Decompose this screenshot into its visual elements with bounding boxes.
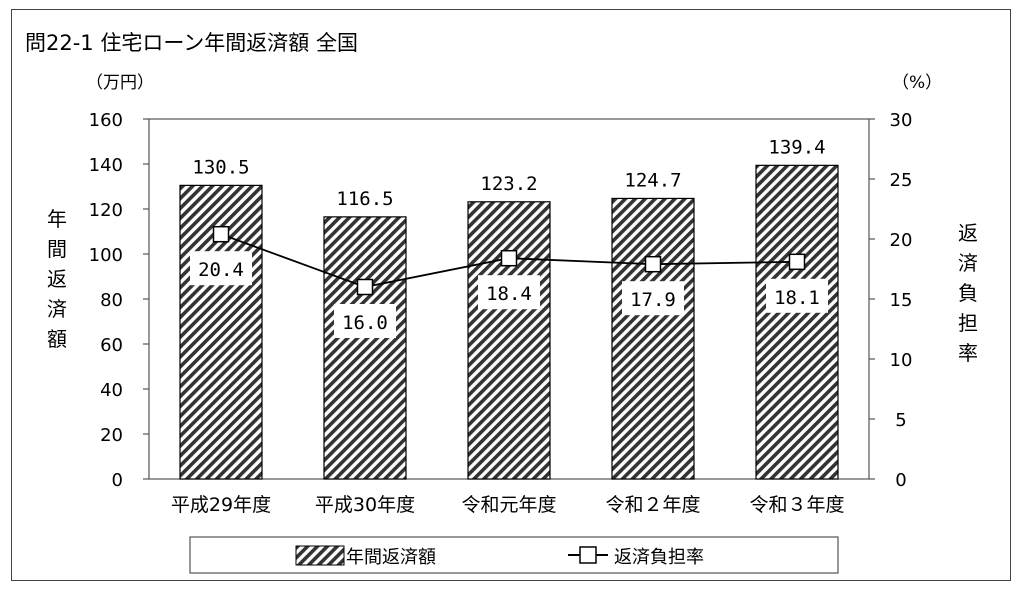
line-value-label: 18.1 bbox=[774, 287, 820, 309]
line-value-label: 18.4 bbox=[486, 283, 532, 305]
bar-value-labels: 130.5 116.5 123.2 124.7 139.4 bbox=[192, 136, 825, 210]
y2-axis-title-char: 済 bbox=[958, 251, 978, 275]
bar-value-label: 116.5 bbox=[336, 188, 393, 210]
y-axis-title-char: 済 bbox=[47, 297, 67, 321]
x-tick-label: 令和元年度 bbox=[461, 494, 556, 516]
y-tick-label: 0 bbox=[112, 470, 123, 491]
line-label-box bbox=[334, 304, 396, 338]
legend-bar-label: 年間返済額 bbox=[346, 547, 436, 568]
bar-value-label: 139.4 bbox=[768, 136, 825, 158]
bar bbox=[323, 216, 407, 480]
line-marker bbox=[644, 255, 662, 273]
x-axis-labels: 平成29年度 平成30年度 令和元年度 令和２年度 令和３年度 bbox=[171, 494, 845, 516]
bar-value-label: 124.7 bbox=[624, 169, 681, 191]
y2-axis-title-char: 担 bbox=[958, 311, 978, 335]
legend-box bbox=[189, 536, 839, 574]
legend-line-marker bbox=[579, 546, 597, 564]
line-label-box bbox=[478, 275, 540, 310]
line-marker bbox=[212, 225, 230, 243]
y-axis-title-char: 返 bbox=[47, 267, 67, 291]
y2-axis-ticks: 0 5 10 15 20 25 30 bbox=[869, 110, 912, 491]
y2-tick-label: 30 bbox=[890, 110, 913, 131]
bar bbox=[611, 197, 695, 480]
y-axis-title-char: 額 bbox=[47, 327, 67, 351]
bar-value-label: 130.5 bbox=[192, 156, 249, 178]
x-tick-label: 平成30年度 bbox=[315, 494, 415, 516]
y-axis-title-char: 年 bbox=[47, 207, 67, 231]
line-label-box bbox=[190, 251, 252, 286]
legend-line-label: 返済負担率 bbox=[614, 547, 704, 568]
y-tick-label: 160 bbox=[89, 110, 123, 131]
line-value-label: 17.9 bbox=[630, 289, 676, 311]
line-value-label: 20.4 bbox=[198, 259, 244, 281]
y-tick-label: 120 bbox=[89, 200, 123, 221]
y-tick-label: 80 bbox=[100, 290, 123, 311]
line-series: 20.4 16.0 18.4 17.9 18.1 bbox=[190, 225, 828, 338]
y2-tick-label: 15 bbox=[890, 290, 913, 311]
y2-tick-label: 5 bbox=[895, 410, 906, 431]
line-label-box bbox=[622, 281, 684, 316]
y-axis-title-char: 間 bbox=[47, 237, 67, 261]
bar bbox=[467, 201, 551, 480]
chart-title: 問22-1 住宅ローン年間返済額 全国 bbox=[25, 31, 358, 55]
y2-tick-label: 10 bbox=[890, 350, 913, 371]
line-marker bbox=[356, 278, 374, 296]
legend-bar-swatch bbox=[295, 545, 345, 566]
y-tick-label: 140 bbox=[89, 155, 123, 176]
y-tick-label: 40 bbox=[100, 380, 123, 401]
x-tick-label: 令和２年度 bbox=[605, 494, 700, 516]
x-tick-label: 令和３年度 bbox=[749, 494, 844, 516]
bar-series bbox=[179, 164, 839, 480]
y2-tick-label: 0 bbox=[895, 470, 906, 491]
y2-axis-unit: （%） bbox=[892, 73, 942, 93]
y-axis-ticks: 0 20 40 60 80 100 120 140 160 bbox=[89, 110, 149, 491]
bar-value-label: 123.2 bbox=[480, 173, 537, 195]
y-tick-label: 100 bbox=[89, 245, 123, 266]
line-marker bbox=[788, 253, 806, 271]
y2-axis-title-char: 率 bbox=[958, 341, 978, 365]
y2-axis-title-char: 返 bbox=[958, 221, 978, 245]
y2-axis-title-char: 負 bbox=[958, 281, 978, 305]
line-label-box bbox=[766, 278, 828, 313]
y-tick-label: 20 bbox=[100, 425, 123, 446]
x-tick-label: 平成29年度 bbox=[171, 494, 271, 516]
y-tick-label: 60 bbox=[100, 335, 123, 356]
y-axis-unit: （万円） bbox=[86, 73, 154, 93]
bar bbox=[755, 164, 839, 480]
line-marker bbox=[500, 249, 518, 267]
line-value-label: 16.0 bbox=[342, 312, 388, 334]
y2-tick-label: 20 bbox=[890, 230, 913, 251]
y2-tick-label: 25 bbox=[890, 170, 913, 191]
